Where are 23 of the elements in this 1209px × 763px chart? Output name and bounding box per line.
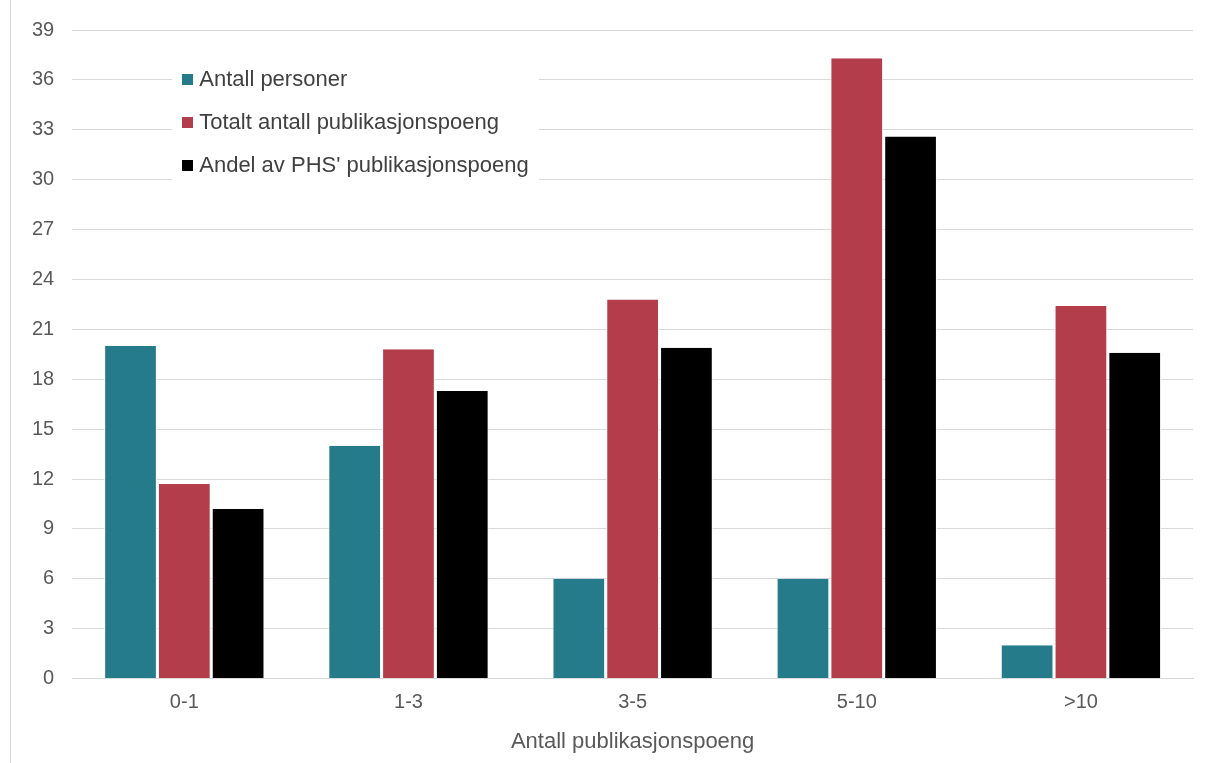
y-tick-label: 3: [43, 616, 55, 639]
y-tick-label: 21: [32, 316, 55, 339]
y-tick-label: 27: [32, 217, 55, 240]
y-tick-label: 36: [32, 67, 55, 90]
x-tick-label: 0-1: [169, 690, 199, 713]
x-tick-label: 3-5: [618, 690, 648, 713]
legend-label: Andel av PHS' publikasjonspoeng: [199, 152, 529, 178]
y-tick-label: 33: [32, 117, 55, 140]
y-tick-label: 24: [32, 266, 55, 289]
y-tick-label: 39: [32, 17, 55, 40]
y-tick-label: 0: [43, 666, 55, 689]
x-axis-title: Antall publikasjonspoeng: [510, 727, 755, 753]
y-tick-label: 12: [32, 466, 55, 489]
x-tick-label: 1-3: [394, 690, 423, 713]
x-tick-label: 5-10: [836, 690, 877, 713]
y-tick-label: 30: [32, 167, 55, 190]
y-tick-label: 9: [43, 516, 55, 539]
x-tick-label: >10: [1063, 690, 1098, 713]
legend-label: Antall personer: [199, 66, 348, 92]
y-tick-label: 18: [32, 366, 55, 389]
legend-label: Totalt antall publikasjonspoeng: [199, 109, 499, 135]
y-tick-label: 15: [32, 416, 55, 439]
y-tick-label: 6: [43, 566, 55, 589]
